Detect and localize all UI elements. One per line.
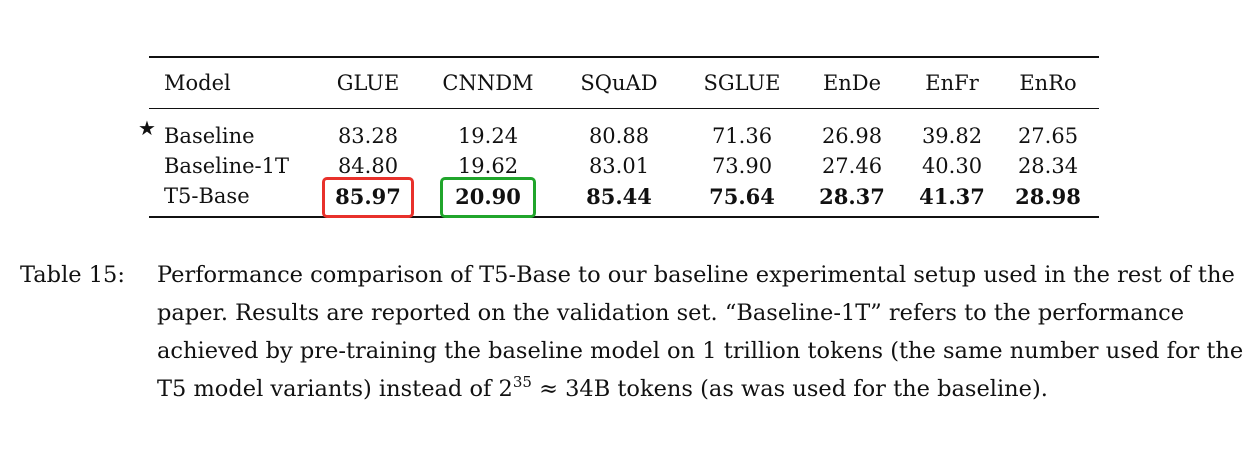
cell-sglue: 73.90 [711, 154, 773, 178]
table-header-row: Model GLUE CNNDM SQuAD SGLUE EnDe EnFr E… [149, 57, 1099, 109]
star-icon: ★ [138, 116, 156, 140]
highlight-box-red: 85.97 [322, 176, 414, 218]
header-squad: SQuAD [580, 71, 658, 95]
cell-squad: 85.44 [586, 183, 652, 209]
cell-sglue: 75.64 [709, 183, 775, 209]
cell-cnndm: 20.90 [425, 176, 551, 218]
row-model-name: Baseline [164, 124, 255, 148]
cell-enfr: 40.30 [921, 154, 983, 178]
table-row-t5-base: T5-Base 85.97 20.90 85.44 75.64 28.37 41… [149, 176, 1099, 218]
header-cnndm: CNNDM [442, 71, 534, 95]
row-model-name: Baseline-1T [164, 154, 290, 178]
cell-ende: 26.98 [821, 124, 883, 148]
header-glue: GLUE [336, 71, 400, 95]
cell-enfr: 39.82 [921, 124, 983, 148]
caption-label: Table 15: [20, 262, 125, 288]
results-table-container: Model GLUE CNNDM SQuAD SGLUE EnDe EnFr E… [149, 56, 1099, 218]
cell-enfr: 41.37 [919, 183, 985, 209]
caption-superscript: 35 [512, 373, 532, 391]
header-ende: EnDe [822, 71, 882, 95]
results-table: Model GLUE CNNDM SQuAD SGLUE EnDe EnFr E… [149, 56, 1099, 218]
caption-body: Performance comparison of T5-Base to our… [157, 256, 1247, 408]
caption-text-part-2: ≈ 34B tokens (as was used for the baseli… [531, 376, 1048, 402]
cell-cnndm: 19.24 [457, 124, 519, 148]
table-row-baseline-1t: Baseline-1T 84.80 19.62 83.01 73.90 27.4… [149, 151, 1099, 181]
cell-glue: 84.80 [337, 154, 399, 178]
table-row-baseline: Baseline 83.28 19.24 80.88 71.36 26.98 3… [149, 109, 1099, 152]
header-model: Model [164, 71, 231, 95]
cell-cnndm: 19.62 [457, 154, 519, 178]
row-model-name: T5-Base [164, 184, 250, 208]
header-sglue: SGLUE [703, 71, 781, 95]
cell-enro: 28.34 [1017, 154, 1079, 178]
header-enro: EnRo [1019, 71, 1077, 95]
cell-squad: 83.01 [588, 154, 650, 178]
cell-ende: 28.37 [819, 183, 885, 209]
cell-enro: 27.65 [1017, 124, 1079, 148]
cell-glue: 85.97 [311, 176, 425, 218]
cell-enro: 28.98 [1015, 183, 1081, 209]
highlight-box-green: 20.90 [440, 176, 536, 218]
cell-glue: 83.28 [337, 124, 399, 148]
table-caption: Table 15: Performance comparison of T5-B… [20, 256, 1245, 408]
caption-text-part-1: Performance comparison of T5-Base to our… [157, 262, 1244, 402]
header-enfr: EnFr [925, 71, 979, 95]
cell-squad: 80.88 [588, 124, 650, 148]
cell-sglue: 71.36 [711, 124, 773, 148]
cell-ende: 27.46 [821, 154, 883, 178]
